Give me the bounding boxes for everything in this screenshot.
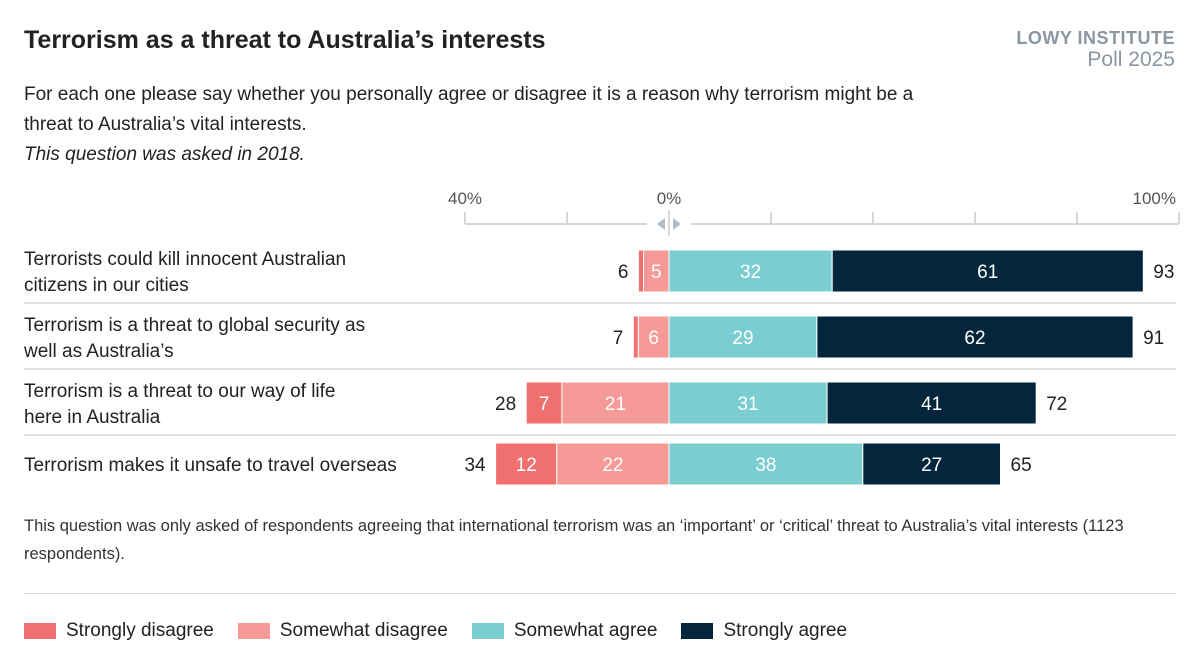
bar-somewhat-agree	[668, 442, 864, 486]
legend-label: Somewhat disagree	[279, 620, 448, 641]
legend-item: Strongly agree	[681, 620, 847, 642]
legend-swatch	[681, 623, 714, 639]
bar-somewhat-agree	[668, 381, 828, 425]
chart-title: Terrorism as a threat to Australia’s int…	[24, 26, 546, 54]
chart-svg: 40% 0% 100% Terrorists could kill innocent …	[23, 189, 1180, 486]
bar-value-label: 27	[921, 455, 942, 476]
bar-value-label: 62	[964, 328, 985, 349]
bar-value-label: 12	[516, 455, 537, 476]
legend: Strongly disagree Somewhat disagree Somewh…	[24, 620, 871, 642]
legend-swatch	[471, 623, 504, 639]
bar-strongly-disagree	[637, 249, 645, 293]
legend-swatch	[24, 623, 56, 639]
bar-value-label: 32	[740, 262, 761, 283]
legend-label: Somewhat agree	[513, 620, 658, 641]
category-label: here in Australia	[24, 407, 161, 428]
disagree-total: 7	[613, 328, 624, 349]
bar-value-label: 6	[648, 328, 659, 349]
bar-strongly-disagree	[525, 381, 563, 425]
category-label: Terrorism is a threat to global security…	[24, 315, 365, 336]
bar-somewhat-agree	[668, 249, 833, 293]
brand-line1: LOWY INSTITUTE	[1016, 28, 1175, 48]
category-label: Terrorism is a threat to our way of life	[24, 381, 336, 402]
bar-value-label: 31	[737, 394, 758, 415]
bar-somewhat-disagree	[561, 381, 670, 425]
legend-swatch	[237, 623, 270, 639]
disagree-total: 28	[495, 394, 516, 415]
brand-line2: Poll 2025	[1087, 48, 1175, 71]
arrow-left-icon	[657, 218, 665, 230]
bar-value-label: 29	[732, 328, 753, 349]
bar-value-label: 41	[921, 394, 942, 415]
bar-strongly-disagree	[632, 315, 639, 359]
bar-value-label: 21	[605, 394, 626, 415]
brand-logo: LOWY INSTITUTE Poll 2025	[1016, 28, 1175, 70]
agree-total: 91	[1143, 328, 1164, 349]
bar-strongly-agree	[862, 442, 1001, 486]
tick-label: 40%	[448, 189, 482, 208]
bar-value-label: 7	[539, 394, 550, 415]
arrow-right-icon	[673, 218, 681, 230]
tick-label: 0%	[657, 189, 682, 208]
bar-strongly-agree	[816, 315, 1134, 359]
legend-item: Somewhat disagree	[237, 620, 448, 642]
legend-item: Somewhat agree	[471, 620, 658, 642]
disagree-total: 6	[618, 262, 629, 283]
category-label: Terrorists could kill innocent Australia…	[24, 249, 346, 270]
subtitle-italic: This question was asked in 2018.	[24, 144, 305, 165]
divider	[24, 593, 1176, 594]
bar-value-label: 5	[651, 262, 662, 283]
bar-somewhat-disagree	[556, 442, 670, 486]
category-label: citizens in our cities	[24, 275, 189, 296]
category-label: well as Australia’s	[23, 341, 174, 362]
bar-strongly-disagree	[495, 442, 558, 486]
legend-label: Strongly disagree	[66, 620, 214, 641]
footnote: This question was only asked of responde…	[24, 517, 1124, 563]
category-label: Terrorism makes it unsafe to travel over…	[24, 455, 397, 476]
bar-somewhat-disagree	[643, 249, 670, 293]
agree-total: 72	[1046, 394, 1067, 415]
subtitle-text: For each one please say whether you pers…	[24, 84, 914, 135]
legend-label: Strongly agree	[723, 620, 848, 641]
bar-value-label: 38	[755, 455, 776, 476]
bar-somewhat-agree	[668, 315, 818, 359]
legend-item: Strongly disagree	[24, 620, 214, 642]
bar-value-label: 22	[602, 455, 623, 476]
chart-subtitle: For each one please say whether you pers…	[24, 80, 924, 170]
bar-strongly-agree	[831, 249, 1144, 293]
bar-strongly-agree	[826, 381, 1037, 425]
tick-label: 100%	[1133, 189, 1176, 208]
agree-total: 93	[1153, 262, 1174, 283]
agree-total: 65	[1011, 455, 1032, 476]
disagree-total: 34	[464, 455, 486, 476]
bar-value-label: 61	[977, 262, 998, 283]
